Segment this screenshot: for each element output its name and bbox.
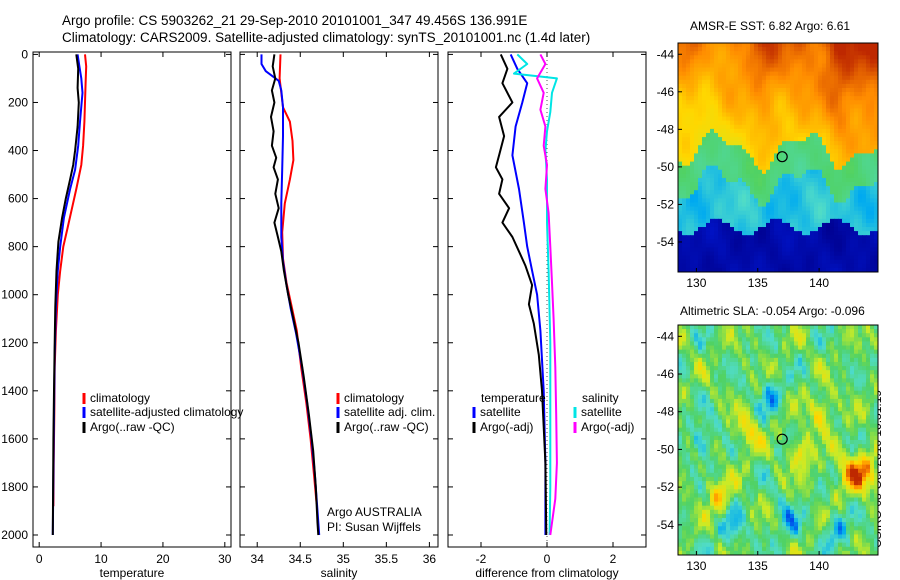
sla-map-xtick-label-1: 135 <box>748 559 768 573</box>
temperature-plot-frame <box>32 51 232 548</box>
temperature-series-2 <box>51 54 80 536</box>
temp-legend-satellite-label: satellite-adjusted climatology <box>90 405 243 419</box>
sla-map-title: Altimetric SLA: -0.054 Argo: -0.096 <box>680 304 865 318</box>
sst-map-title: AMSR-E SST: 6.82 Argo: 6.61 <box>690 19 851 33</box>
sla-map-frame <box>677 324 879 556</box>
difference-xtick-label-1: 0 <box>544 552 551 566</box>
depth-tick-label-9: 1800 <box>1 480 28 494</box>
sst-map-field <box>678 43 878 272</box>
salinity-xtick-label-2: 35 <box>337 552 351 566</box>
sst-map-ytick-label-0: -44 <box>657 47 675 61</box>
sla-map-ytick-label-5: -54 <box>657 518 675 532</box>
sal-legend-argo-label: Argo(..raw -QC) <box>344 420 429 434</box>
temperature-xtick-label-1: 10 <box>94 552 108 566</box>
salinity-series-2 <box>270 54 320 536</box>
sal-legend-satellite-label: satellite adj. clim. <box>344 405 435 419</box>
sla-map-ytick-label-4: -52 <box>657 480 675 494</box>
difference-xtick-label-0: -2 <box>476 552 487 566</box>
temperature-xtick-label-3: 30 <box>218 552 232 566</box>
difference-series-3 <box>536 53 558 536</box>
difference-series-2 <box>513 53 558 536</box>
sla-map-xtick-label-0: 130 <box>686 559 706 573</box>
sst-map-ytick-label-4: -52 <box>657 197 675 211</box>
depth-tick-label-6: 1200 <box>1 336 28 350</box>
sst-map-argo-float-marker <box>776 151 788 163</box>
difference-xaxis-label: difference from climatology <box>475 566 618 580</box>
diff-legend-sal-satellite-label: satellite <box>581 405 622 419</box>
temp-legend-climatology-label: climatology <box>90 391 150 405</box>
diff-legend-sal-argo-label: Argo(-adj) <box>581 420 634 434</box>
temp-legend-argo-label: Argo(..raw -QC) <box>90 420 175 434</box>
sla-map-argo-float-marker <box>776 433 788 445</box>
temperature-series-0 <box>52 54 88 507</box>
sla-map-xtick-label-2: 140 <box>809 559 829 573</box>
sal-legend-climatology-label: climatology <box>344 391 404 405</box>
salinity-xaxis-label: salinity <box>321 566 358 580</box>
depth-tick-label-1: 200 <box>8 95 28 109</box>
temperature-xaxis-label: temperature <box>100 566 165 580</box>
diff-legend-salinity-header: salinity <box>582 391 619 405</box>
sla-map-ytick-label-3: -50 <box>657 442 675 456</box>
sst-map-frame <box>677 42 879 273</box>
sst-map-ytick-label-1: -46 <box>657 85 675 99</box>
sla-map-ytick-label-2: -48 <box>657 405 675 419</box>
diff-legend-temp-satellite-label: satellite <box>480 405 521 419</box>
difference-xtick-label-2: 2 <box>610 552 617 566</box>
depth-tick-label-10: 2000 <box>1 528 28 542</box>
sla-map-ytick-label-1: -46 <box>657 367 675 381</box>
argo-australia-annotation: Argo AUSTRALIA <box>327 505 422 519</box>
salinity-xtick-label-3: 35.5 <box>375 552 399 566</box>
depth-tick-label-4: 800 <box>8 240 28 254</box>
depth-tick-label-3: 600 <box>8 192 28 206</box>
figure-title-line1: Argo profile: CS 5903262_21 29-Sep-2010 … <box>62 13 528 28</box>
sst-map-xtick-label-0: 130 <box>686 276 706 290</box>
sst-map-xtick-label-2: 140 <box>809 276 829 290</box>
sst-map-xtick-label-1: 135 <box>748 276 768 290</box>
salinity-xtick-label-0: 34 <box>251 552 265 566</box>
pi-name-annotation: PI: Susan Wijffels <box>327 520 421 534</box>
diff-legend-temp-argo-label: Argo(-adj) <box>480 420 533 434</box>
difference-series-0 <box>509 53 547 535</box>
depth-tick-label-8: 1600 <box>1 432 28 446</box>
depth-tick-label-0: 0 <box>21 47 28 61</box>
temperature-xtick-label-2: 20 <box>156 552 170 566</box>
sst-map-ytick-label-3: -50 <box>657 160 675 174</box>
depth-tick-label-2: 400 <box>8 144 28 158</box>
diff-legend-temperature-header: temperature <box>481 391 546 405</box>
sst-map-ytick-label-2: -48 <box>657 122 675 136</box>
figure-title-line2: Climatology: CARS2009. Satellite-adjuste… <box>62 30 591 45</box>
salinity-plot-frame <box>239 51 439 548</box>
sst-map-ytick-label-5: -54 <box>657 235 675 249</box>
temperature-xtick-label-0: 0 <box>36 552 43 566</box>
sla-map-ytick-label-0: -44 <box>657 329 675 343</box>
depth-tick-label-7: 1400 <box>1 384 28 398</box>
depth-tick-label-5: 1000 <box>1 288 28 302</box>
sla-map-field <box>678 325 878 555</box>
salinity-xtick-label-4: 36 <box>423 552 437 566</box>
difference-series-1 <box>494 53 548 536</box>
salinity-xtick-label-1: 34.5 <box>289 552 313 566</box>
